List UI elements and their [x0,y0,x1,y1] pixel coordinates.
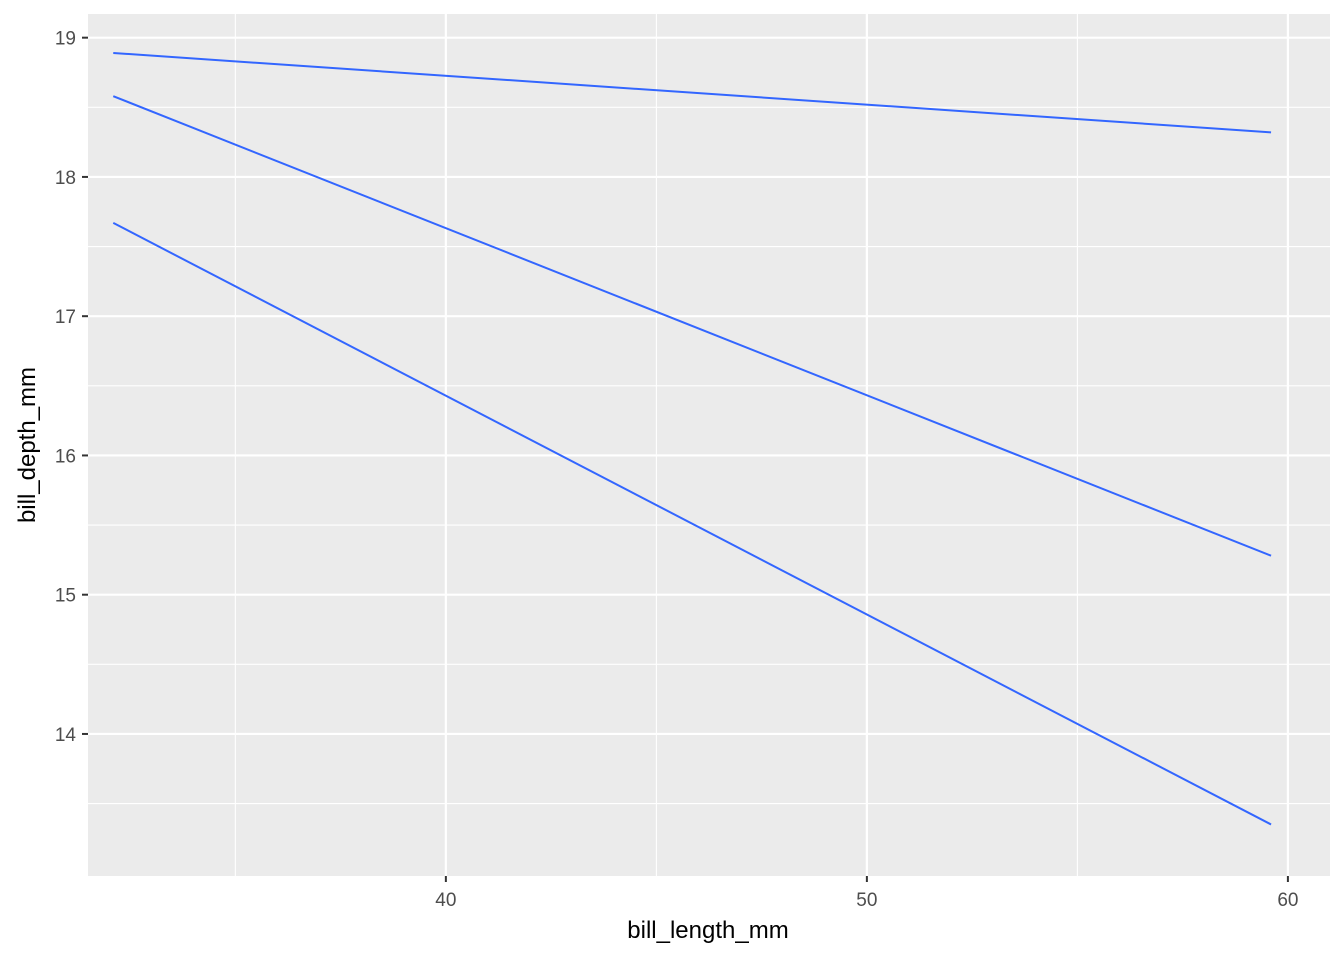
axis-ticks [82,36,1289,882]
y-tick-label: 16 [55,446,76,467]
x-tick-label: 60 [1277,890,1298,911]
grid-minor [88,14,1330,876]
series-line-1 [113,51,1272,134]
series-line-3 [112,222,1272,826]
y-tick-label: 17 [55,307,76,328]
y-axis-title: bill_depth_mm [14,367,41,523]
y-tick-label: 15 [55,586,76,607]
series-line-2 [112,95,1272,557]
y-tick-label: 14 [55,725,77,746]
x-axis-title: bill_length_mm [627,917,788,944]
y-tick-label: 18 [55,168,76,189]
x-tick-label: 50 [856,890,877,911]
x-tick-label: 40 [435,890,456,911]
tick-labels: 40 50 60 14 15 16 17 18 19 [55,29,1299,911]
grid-major [88,14,1330,876]
series-layer [112,51,1272,826]
plot-panel [88,14,1330,876]
y-tick-label: 19 [55,29,76,50]
